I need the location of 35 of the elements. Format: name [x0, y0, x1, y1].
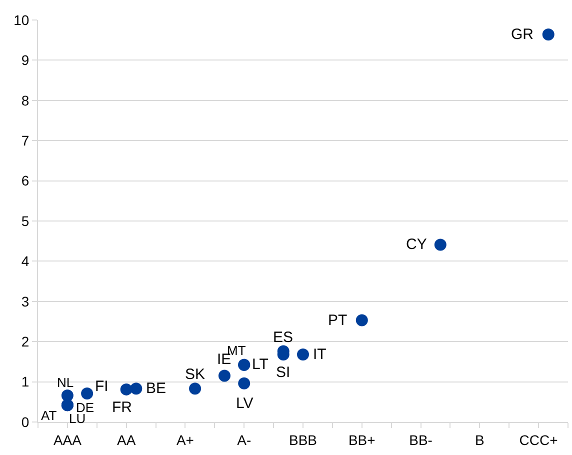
y-tick-label: 9: [21, 52, 30, 68]
series-label: FI: [95, 378, 108, 395]
series-label: CY: [406, 236, 427, 253]
series-label: SI: [276, 364, 290, 381]
series-label: ES: [273, 329, 294, 346]
x-tick-label: AAA: [53, 432, 82, 448]
series-label: AT: [41, 408, 57, 423]
y-tick-label: 7: [21, 132, 30, 148]
series-label: GR: [511, 26, 534, 43]
series-label: FR: [112, 399, 132, 416]
y-tick-label: 1: [21, 374, 30, 390]
x-tick-label: A-: [237, 432, 252, 448]
x-tick-label: A+: [176, 432, 194, 448]
series-label: IT: [313, 346, 326, 363]
series-label: SK: [185, 366, 206, 383]
x-tick-label: AA: [116, 432, 136, 448]
x-tick-label: BBB: [288, 432, 318, 448]
x-tick-label: BB+: [348, 432, 376, 448]
x-tick-label: B: [475, 432, 484, 448]
y-tick-label: 3: [21, 293, 30, 310]
series-label: LV: [236, 395, 254, 412]
y-tick-label: 10: [14, 12, 30, 28]
y-tick-label: 6: [21, 172, 30, 189]
y-tick-label: 0: [21, 414, 30, 430]
y-tick-label: 2: [21, 334, 30, 350]
y-tick-label: 4: [21, 253, 30, 270]
series-label: BE: [146, 380, 166, 397]
x-tick-label: BB-: [409, 432, 433, 448]
series-label: NL: [57, 375, 74, 390]
y-tick-label: 8: [21, 92, 30, 108]
series-label: LT: [252, 356, 268, 373]
series-label: MT: [227, 343, 246, 358]
x-tick-label: CCC+: [519, 432, 558, 448]
y-tick-label: 5: [21, 212, 30, 229]
series-label: PT: [328, 312, 348, 329]
